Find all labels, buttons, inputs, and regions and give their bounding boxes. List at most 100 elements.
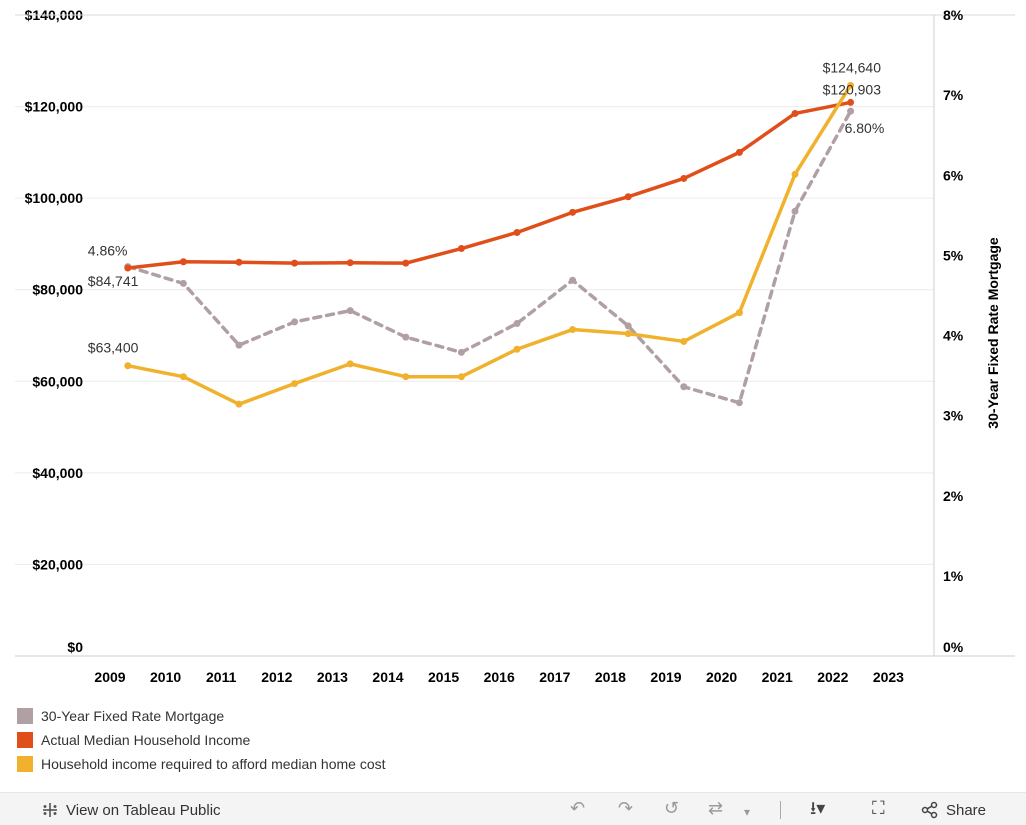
- y-right-axis-title: 30-Year Fixed Rate Mortgage: [985, 237, 1001, 429]
- x-tick-label: 2014: [372, 669, 403, 685]
- data-point: [346, 307, 354, 315]
- data-point: [402, 373, 410, 381]
- x-tick-label: 2015: [428, 669, 459, 685]
- series-line-2: [126, 83, 853, 406]
- y-right-tick-label: 0%: [943, 639, 964, 655]
- x-tick-label: 2011: [206, 669, 237, 685]
- share-icon: [921, 801, 938, 819]
- y-right-tick-label: 4%: [943, 328, 964, 344]
- data-point: [569, 326, 577, 334]
- data-point: [513, 228, 521, 236]
- x-tick-label: 2009: [94, 669, 125, 685]
- data-point: [735, 309, 743, 317]
- data-point: [624, 193, 632, 201]
- y-left-tick-label: $100,000: [25, 190, 84, 206]
- data-point: [847, 107, 855, 115]
- x-tick-label: 2019: [650, 669, 681, 685]
- annotation-label: $84,741: [88, 273, 139, 289]
- annotation-label: $120,903: [823, 81, 882, 97]
- legend-swatch-required-income: [17, 756, 33, 772]
- x-tick-label: 2017: [539, 669, 570, 685]
- legend-item-actual-income[interactable]: Actual Median Household Income: [17, 728, 386, 752]
- data-point: [457, 245, 465, 253]
- y-right-tick-label: 7%: [943, 87, 964, 103]
- annotation-label: 6.80%: [845, 120, 885, 136]
- annotation-label: 4.86%: [88, 243, 128, 259]
- data-point: [513, 319, 521, 327]
- pause-dropdown-icon[interactable]: ▾: [744, 805, 751, 819]
- data-point: [680, 383, 688, 391]
- y-right-tick-label: 5%: [943, 247, 964, 263]
- series-line-1: [126, 100, 853, 270]
- data-point: [235, 258, 243, 266]
- y-left-tick-label: $80,000: [32, 282, 83, 298]
- data-point: [235, 341, 243, 349]
- data-point: [402, 259, 410, 267]
- data-point: [735, 148, 743, 156]
- y-left-tick-label: $120,000: [25, 99, 84, 115]
- data-point: [680, 337, 688, 345]
- data-point: [457, 348, 465, 356]
- revert-icon[interactable]: ↺: [664, 798, 680, 818]
- y-left-tick-label: $20,000: [32, 556, 83, 572]
- data-point: [457, 373, 465, 381]
- legend-item-mortgage[interactable]: 30-Year Fixed Rate Mortgage: [17, 704, 386, 728]
- annotation-label: $63,400: [88, 340, 139, 356]
- data-point: [235, 400, 243, 408]
- share-label: Share: [945, 801, 986, 819]
- redo-icon[interactable]: ↷: [618, 798, 634, 818]
- x-tick-label: 2010: [150, 669, 181, 685]
- view-on-tableau-button[interactable]: View on Tableau Public: [40, 800, 221, 820]
- data-point: [291, 259, 299, 267]
- toolbar-divider: [780, 801, 781, 819]
- x-tick-label: 2016: [484, 669, 515, 685]
- data-point: [291, 380, 299, 388]
- y-right-tick-label: 8%: [943, 7, 964, 23]
- annotation-label: $124,640: [823, 59, 882, 75]
- data-point: [124, 264, 132, 272]
- data-point: [624, 322, 632, 330]
- data-point: [346, 360, 354, 368]
- data-point: [791, 170, 799, 178]
- data-point: [847, 98, 855, 106]
- fullscreen-icon[interactable]: ⛶: [872, 798, 885, 818]
- legend-label: Actual Median Household Income: [41, 732, 251, 748]
- data-point: [791, 109, 799, 117]
- share-button[interactable]: Share: [920, 800, 986, 820]
- data-point: [735, 399, 743, 407]
- x-tick-label: 2021: [762, 669, 793, 685]
- data-point: [847, 81, 855, 89]
- undo-icon[interactable]: ↶: [570, 798, 586, 818]
- x-tick-label: 2020: [706, 669, 737, 685]
- y-right-tick-label: 1%: [943, 568, 964, 584]
- data-point: [291, 318, 299, 326]
- y-left-tick-label: $40,000: [32, 465, 83, 481]
- y-right-tick-label: 3%: [943, 408, 964, 424]
- legend-label: 30-Year Fixed Rate Mortgage: [41, 708, 225, 724]
- legend-label: Household income required to afford medi…: [41, 756, 386, 772]
- x-tick-label: 2012: [261, 669, 292, 685]
- data-point: [124, 362, 132, 370]
- data-point: [513, 345, 521, 353]
- data-point: [680, 174, 688, 182]
- legend-swatch-actual-income: [17, 732, 33, 748]
- data-point: [569, 208, 577, 216]
- refresh-icon[interactable]: ⇄: [708, 798, 724, 818]
- data-point: [346, 259, 354, 267]
- y-left-tick-label: $0: [67, 639, 83, 655]
- data-point: [624, 330, 632, 338]
- data-point: [402, 333, 410, 341]
- download-icon[interactable]: ⭳▾: [810, 798, 826, 818]
- data-point: [569, 276, 577, 284]
- x-tick-label: 2013: [317, 669, 348, 685]
- legend-item-required-income[interactable]: Household income required to afford medi…: [17, 752, 386, 776]
- toolbar: View on Tableau Public ↶ ↷ ↺ ⇄ ▾ ⭳▾ ⛶ Sh…: [0, 792, 1026, 825]
- y-left-tick-label: $60,000: [32, 373, 83, 389]
- x-tick-label: 2022: [817, 669, 848, 685]
- data-point: [179, 373, 187, 381]
- tableau-logo-icon: [43, 803, 57, 817]
- data-point: [179, 258, 187, 266]
- chart-svg: $0 $20,000 $40,000 $60,000 $80,000 $100,000 $1…: [15, 7, 1015, 685]
- y-right-tick-label: 6%: [943, 167, 964, 183]
- legend: 30-Year Fixed Rate Mortgage Actual Media…: [17, 704, 386, 776]
